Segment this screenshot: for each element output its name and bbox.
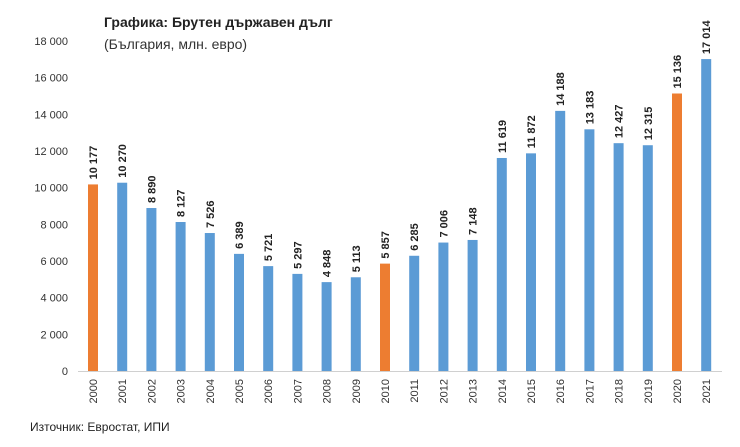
bar-2013: [467, 239, 478, 371]
value-label-2016: 14 188: [555, 72, 567, 106]
x-tick-label-2014: 2014: [497, 379, 509, 403]
y-tick-label: 2 000: [40, 329, 68, 341]
bar-2016: [555, 110, 566, 372]
x-tick-label-2018: 2018: [614, 379, 626, 403]
x-tick-label-2002: 2002: [146, 379, 158, 403]
value-label-2021: 17 014: [701, 20, 713, 55]
value-label-2007: 5 297: [292, 241, 304, 269]
x-tick-label-2015: 2015: [526, 379, 538, 403]
x-tick-label-2005: 2005: [234, 379, 246, 403]
y-tick-label: 4 000: [40, 293, 68, 305]
bar-2001: [117, 182, 128, 371]
value-label-2011: 6 285: [409, 223, 421, 251]
value-label-2013: 7 148: [468, 207, 480, 235]
chart-subtitle: (България, млн. евро): [104, 36, 248, 52]
x-tick-label-2012: 2012: [438, 379, 450, 403]
y-tick-label: 12 000: [34, 146, 68, 158]
bar-2010: [380, 263, 390, 371]
source-note: Източник: Евростат, ИПИ: [30, 420, 170, 434]
x-tick-label-2001: 2001: [117, 379, 129, 403]
x-tick-label-2010: 2010: [380, 379, 392, 403]
x-tick-label-2007: 2007: [292, 379, 304, 403]
bar-2005: [234, 253, 244, 371]
bar-2002: [146, 208, 157, 371]
y-tick-label: 0: [62, 366, 68, 378]
y-tick-label: 16 000: [34, 73, 68, 85]
value-label-2018: 12 427: [614, 105, 626, 139]
bar-2020: [672, 93, 682, 372]
y-tick-label: 8 000: [40, 219, 68, 231]
value-label-2019: 12 315: [643, 107, 655, 141]
x-tick-label-2013: 2013: [468, 379, 480, 403]
value-label-2009: 5 113: [351, 245, 363, 272]
y-tick-label: 10 000: [34, 183, 68, 195]
value-label-2006: 5 721: [263, 234, 275, 262]
bar-2007: [292, 273, 303, 371]
bar-2019: [642, 145, 653, 371]
value-label-2014: 11 619: [497, 120, 509, 153]
x-tick-label-2000: 2000: [88, 379, 100, 403]
bar-2009: [350, 277, 361, 371]
x-tick-label-2003: 2003: [176, 379, 188, 403]
y-tick-label: 18 000: [34, 36, 68, 48]
value-label-2004: 7 526: [205, 200, 217, 228]
x-tick-label-2019: 2019: [643, 379, 655, 403]
bar-2012: [438, 242, 449, 371]
value-label-2000: 10 177: [88, 146, 100, 180]
x-tick-label-2004: 2004: [205, 379, 217, 403]
x-tick-label-2021: 2021: [701, 379, 713, 403]
value-label-2017: 13 183: [584, 91, 596, 125]
value-label-2012: 7 006: [438, 210, 450, 238]
value-label-2005: 6 389: [234, 221, 246, 249]
x-tick-label-2016: 2016: [555, 379, 567, 403]
x-tick-label-2009: 2009: [351, 379, 363, 403]
bar-2011: [409, 255, 420, 371]
chart-title: Графика: Брутен държавен дълг: [104, 14, 333, 30]
bar-2017: [584, 129, 595, 371]
bar-2018: [613, 143, 624, 371]
value-label-2020: 15 136: [672, 55, 684, 89]
value-label-2008: 4 848: [322, 250, 334, 278]
value-label-2002: 8 890: [146, 175, 158, 203]
bar-2014: [496, 157, 507, 371]
bar-2003: [175, 222, 186, 371]
x-tick-label-2011: 2011: [409, 379, 421, 403]
bar-2000: [88, 184, 98, 371]
y-tick-label: 6 000: [40, 256, 68, 268]
value-label-2003: 8 127: [176, 189, 188, 217]
value-label-2001: 10 270: [117, 144, 129, 178]
y-tick-label: 14 000: [34, 109, 68, 121]
x-tick-label-2017: 2017: [584, 379, 596, 403]
x-tick-label-2008: 2008: [322, 379, 334, 403]
x-tick-label-2006: 2006: [263, 379, 275, 403]
bar-2021: [701, 59, 712, 372]
bar-2006: [263, 266, 274, 371]
value-label-2010: 5 857: [380, 231, 392, 259]
bar-2008: [321, 282, 332, 371]
value-label-2015: 11 872: [526, 115, 538, 148]
x-tick-label-2020: 2020: [672, 379, 684, 403]
bar-2004: [204, 233, 215, 371]
bar-2015: [526, 153, 536, 371]
